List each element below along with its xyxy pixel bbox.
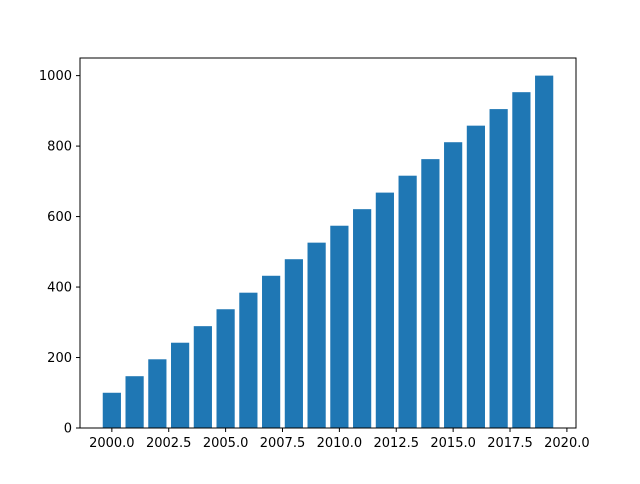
x-tick-label: 2005.0: [203, 436, 249, 451]
x-tick-label: 2012.5: [374, 436, 420, 451]
bar-2004: [193, 326, 212, 428]
bar-2009: [307, 242, 326, 428]
bar-2007: [262, 275, 281, 428]
bars-layer: [102, 75, 554, 429]
bar-2017: [489, 109, 508, 428]
x-axis-ticks: 2000.0 2002.5 2005.0 2007.5 2010.0 2012.5 2015…: [89, 428, 590, 451]
x-tick-label: 2010.0: [317, 436, 363, 451]
bar-2000: [102, 392, 121, 428]
bar-2001: [125, 376, 144, 428]
bar-2014: [421, 159, 440, 428]
x-tick-label: 2017.5: [487, 436, 533, 451]
x-tick-label: 2002.5: [146, 436, 192, 451]
bar-2013: [398, 175, 417, 428]
bar-2016: [466, 125, 485, 428]
x-tick-label: 2015.0: [430, 436, 476, 451]
bar-2010: [330, 225, 349, 428]
y-tick-label: 200: [47, 351, 72, 366]
bar-2002: [148, 359, 167, 428]
bar-2008: [284, 259, 303, 428]
plot-area-frame: [79, 57, 577, 429]
y-tick-label: 600: [47, 210, 72, 225]
y-tick-label: 800: [47, 140, 72, 155]
bar-2019: [535, 75, 554, 429]
x-tick-label: 2020.0: [544, 436, 590, 451]
y-tick-label: 400: [47, 281, 72, 296]
bar-2011: [353, 209, 372, 428]
bar-2012: [375, 192, 394, 428]
bar-2006: [239, 292, 258, 428]
y-tick-label: 1000: [39, 69, 72, 84]
y-tick-label: 0: [64, 422, 72, 437]
axes-layer: [79, 57, 577, 429]
x-tick-label: 2007.5: [260, 436, 306, 451]
y-axis-ticks: 0 200 400 600 800 1000: [39, 69, 80, 437]
bar-2015: [444, 142, 463, 428]
bar-2003: [171, 342, 190, 428]
bar-2018: [512, 92, 531, 429]
x-tick-label: 2000.0: [89, 436, 135, 451]
bar-2005: [216, 309, 235, 428]
